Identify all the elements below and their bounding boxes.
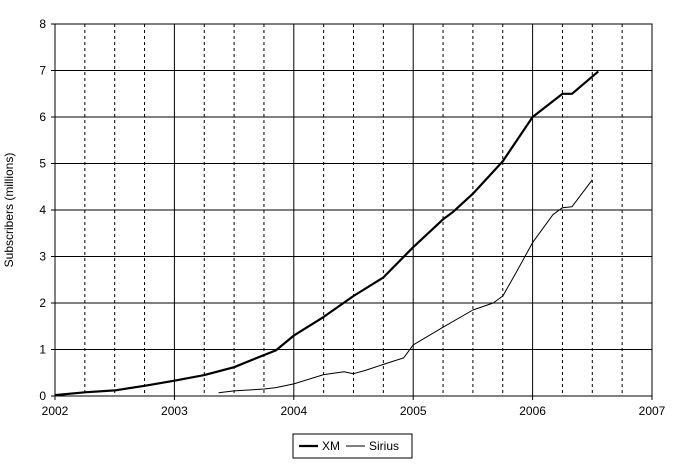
y-tick-label: 7 xyxy=(39,64,46,78)
y-tick-label: 0 xyxy=(39,389,46,403)
legend: XM Sirius xyxy=(292,433,413,459)
series-layer xyxy=(54,70,600,397)
x-tick-labels: 2002 2003 2004 2005 2006 2007 xyxy=(42,396,666,418)
x-tick-label: 2004 xyxy=(280,404,307,418)
y-tick-label: 3 xyxy=(39,250,46,264)
x-tick-label: 2007 xyxy=(639,404,666,418)
x-tick-label: 2002 xyxy=(42,404,69,418)
y-tick-label: 1 xyxy=(39,343,46,357)
series-line-xm xyxy=(54,70,600,397)
y-tick-label: 8 xyxy=(39,17,46,31)
y-tick-labels: 0 1 2 3 4 5 6 7 8 xyxy=(39,17,55,403)
x-tick-label: 2006 xyxy=(519,404,546,418)
series-line-sirius xyxy=(218,179,593,394)
y-tick-label: 4 xyxy=(39,203,46,217)
y-tick-label: 2 xyxy=(39,296,46,310)
x-tick-label: 2005 xyxy=(400,404,427,418)
y-axis-label: Subscribers (millions) xyxy=(2,153,16,268)
y-tick-label: 6 xyxy=(39,110,46,124)
legend-label-xm: XM xyxy=(322,439,340,453)
y-tick-label: 5 xyxy=(39,157,46,171)
x-tick-label: 2003 xyxy=(161,404,188,418)
legend-label-sirius: Sirius xyxy=(369,439,399,453)
grid-lines xyxy=(55,24,652,396)
